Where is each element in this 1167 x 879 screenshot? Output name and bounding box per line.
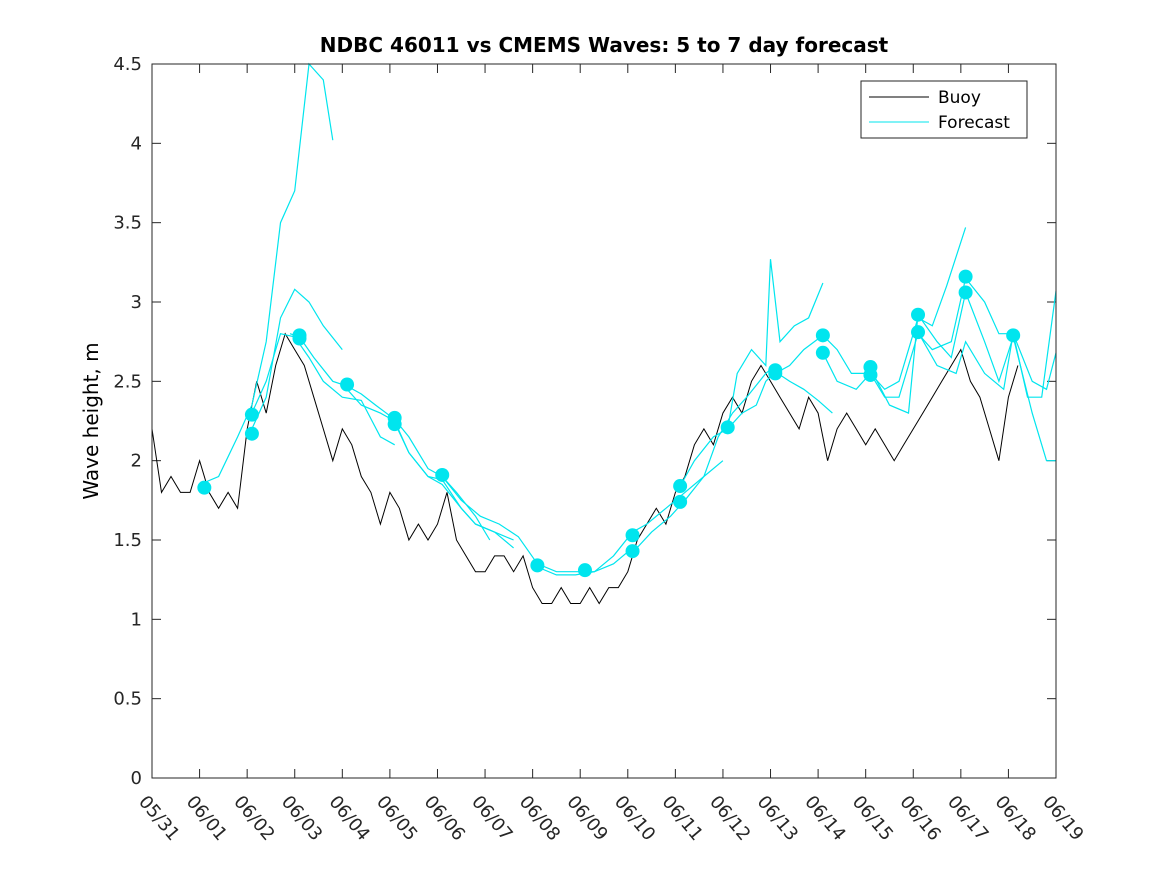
series-forecast-line-3 bbox=[289, 333, 491, 541]
forecast-marker bbox=[958, 269, 973, 284]
y-axis-label: Wave height, m bbox=[79, 342, 103, 499]
forecast-marker bbox=[625, 528, 640, 543]
forecast-marker bbox=[911, 307, 926, 322]
series-forecast-line-10 bbox=[727, 259, 824, 430]
forecast-marker bbox=[911, 325, 926, 340]
series-forecast-line-14 bbox=[917, 331, 1057, 391]
series-forecast-line-2 bbox=[251, 332, 395, 446]
forecast-marker bbox=[340, 377, 355, 392]
y-tick-label: 1 bbox=[131, 609, 142, 630]
plot-area bbox=[152, 64, 1056, 778]
y-tick-label: 4 bbox=[131, 133, 142, 154]
series-forecast-line-1 bbox=[251, 288, 343, 430]
y-tick-label: 2.5 bbox=[113, 371, 142, 392]
series-buoy-line bbox=[151, 332, 1019, 605]
forecast-marker bbox=[244, 407, 259, 422]
y-tick-label: 4.5 bbox=[113, 54, 142, 75]
forecast-marker bbox=[577, 563, 592, 578]
legend: Buoy Forecast bbox=[860, 80, 1028, 139]
forecast-marker bbox=[197, 480, 212, 495]
y-tick-label: 0.5 bbox=[113, 689, 142, 710]
forecast-marker bbox=[815, 345, 830, 360]
forecast-marker bbox=[435, 467, 450, 482]
legend-buoy-label: Buoy bbox=[938, 88, 981, 108]
forecast-marker bbox=[768, 366, 783, 381]
forecast-markers bbox=[197, 269, 1021, 578]
forecast-marker bbox=[530, 558, 545, 573]
series-forecast-line-0 bbox=[199, 62, 334, 486]
y-tick-label: 2 bbox=[131, 451, 142, 472]
y-tick-label: 3 bbox=[131, 292, 142, 313]
forecast-marker bbox=[815, 328, 830, 343]
forecast-marker bbox=[673, 494, 688, 509]
y-tick-label: 0 bbox=[131, 768, 142, 789]
chart-title: NDBC 46011 vs CMEMS Waves: 5 to 7 day fo… bbox=[320, 33, 889, 57]
y-tick-label: 3.5 bbox=[113, 213, 142, 234]
series-forecast-line-8 bbox=[632, 365, 776, 554]
series-forecast-line-5 bbox=[394, 422, 514, 549]
forecast-marker bbox=[673, 479, 688, 494]
forecast-marker bbox=[958, 285, 973, 300]
forecast-marker bbox=[244, 426, 259, 441]
series-layer bbox=[151, 62, 1057, 605]
legend-box bbox=[860, 80, 1028, 139]
forecast-marker bbox=[387, 417, 402, 432]
forecast-marker bbox=[863, 367, 878, 382]
forecast-marker bbox=[625, 544, 640, 559]
plot-frame bbox=[151, 63, 1057, 779]
forecast-marker bbox=[720, 420, 735, 435]
series-forecast-line-9 bbox=[679, 371, 833, 487]
forecast-marker bbox=[1006, 328, 1021, 343]
forecast-marker bbox=[292, 331, 307, 346]
y-tick-label: 1.5 bbox=[113, 530, 142, 551]
legend-forecast-label: Forecast bbox=[938, 113, 1010, 133]
